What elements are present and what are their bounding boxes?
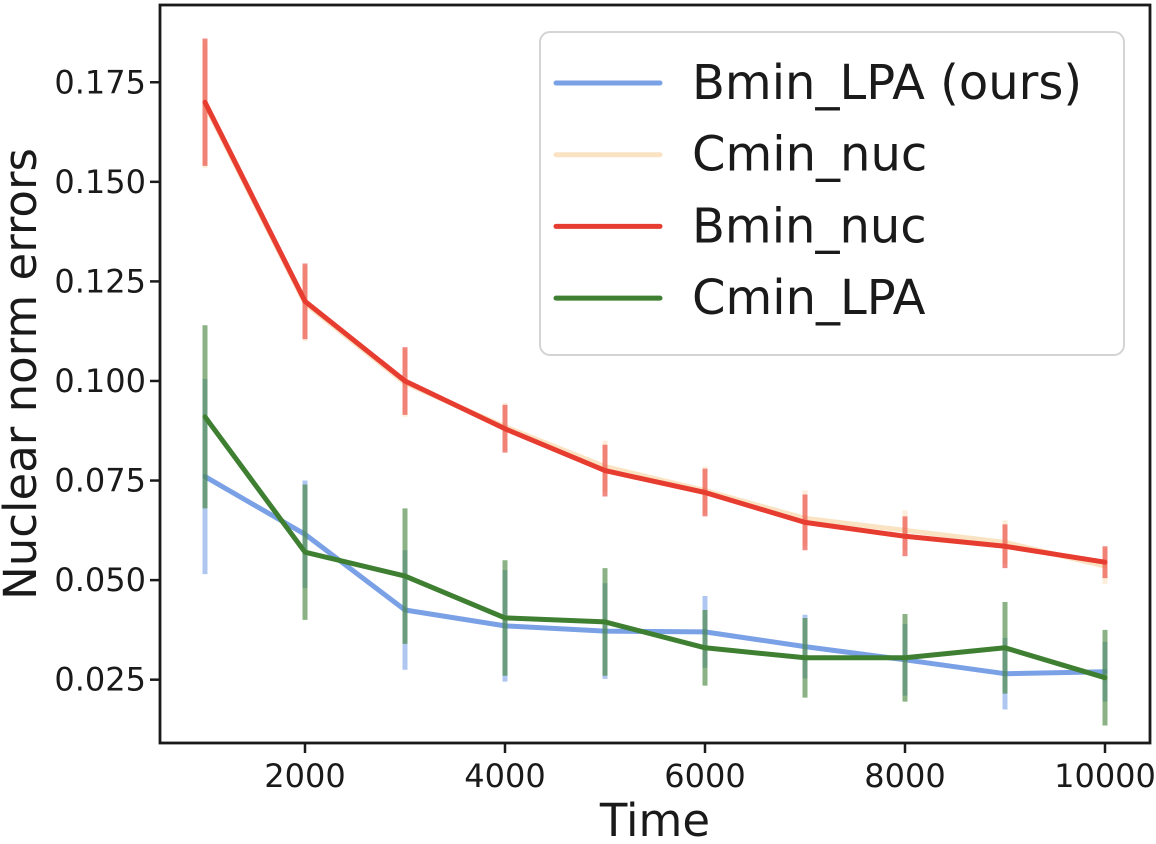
legend-label-bmin-nuc: Bmin_nuc xyxy=(692,198,927,254)
y-tick-label: 0.025 xyxy=(54,661,146,699)
legend-box xyxy=(539,31,1125,356)
series-line-bmin-nuc xyxy=(202,99,1108,565)
x-axis: 2000 4000 6000 8000 10000 xyxy=(264,744,1156,795)
legend-label-cmin-nuc: Cmin_nuc xyxy=(692,127,927,183)
series-line-bmin-lpa-ours xyxy=(202,474,1108,677)
y-tick-label: 0.050 xyxy=(54,561,146,599)
y-tick-label: 0.175 xyxy=(54,63,146,101)
y-axis-label: Nuclear norm errors xyxy=(0,148,47,600)
legend: Bmin_LPA (ours) Cmin_nuc Bmin_nuc Cmin_LPA xyxy=(539,31,1125,356)
x-tick-label: 4000 xyxy=(464,757,545,795)
y-axis: 0.025 0.050 0.075 0.100 0.125 0.150 0.175 xyxy=(54,63,159,699)
series-bmin-nuc xyxy=(202,38,1108,579)
series-line-cmin-lpa xyxy=(202,414,1108,681)
x-tick-label: 8000 xyxy=(864,757,945,795)
series-cmin-lpa xyxy=(202,325,1108,726)
y-tick-label: 0.075 xyxy=(54,462,146,500)
y-tick-label: 0.150 xyxy=(54,163,146,201)
y-tick-label: 0.100 xyxy=(54,362,146,400)
legend-label-bmin-lpa-ours: Bmin_LPA (ours) xyxy=(692,55,1082,111)
x-tick-label: 6000 xyxy=(664,757,745,795)
x-axis-label: Time xyxy=(599,794,710,844)
x-tick-label: 10000 xyxy=(1054,757,1156,795)
x-tick-label: 2000 xyxy=(264,757,345,795)
legend-label-cmin-lpa: Cmin_LPA xyxy=(692,270,926,326)
y-tick-label: 0.125 xyxy=(54,262,146,300)
plot-frame xyxy=(158,3,1152,745)
